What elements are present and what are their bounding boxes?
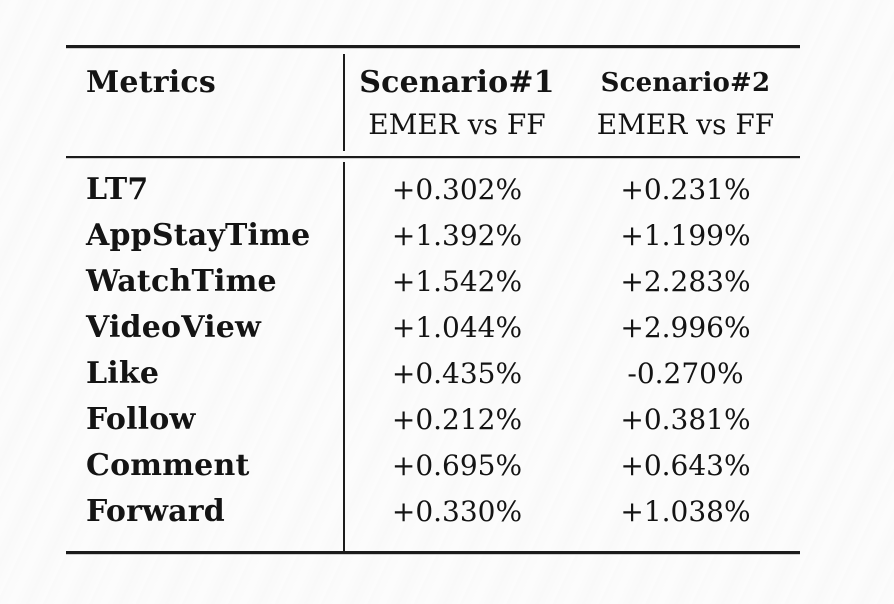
scenario1-title: Scenario#1 [359, 65, 555, 100]
scenario1-value: +1.542% [391, 264, 523, 298]
scenario2-value: +0.643% [620, 448, 751, 482]
table-row: LT7 +0.302% +0.231% [66, 166, 800, 212]
metric-label: Forward [86, 493, 225, 529]
table-row: Like +0.435% -0.270% [66, 350, 800, 396]
metric-label: VideoView [86, 309, 262, 345]
table-mid-rule [66, 156, 800, 158]
scenario1-value: +0.330% [391, 494, 523, 528]
table-body: LT7 +0.302% +0.231% AppStayTime +1.392% … [66, 158, 800, 534]
scenario1-value: +0.302% [391, 172, 523, 206]
scenario1-value: +0.435% [391, 356, 523, 390]
scenario2-value: +1.038% [620, 494, 751, 528]
metrics-header-label: Metrics [86, 65, 216, 100]
scenario2-value: +1.199% [620, 218, 751, 252]
metric-label: Follow [86, 401, 196, 437]
scenario1-value: +1.044% [391, 310, 523, 344]
table-top-rule [66, 45, 800, 48]
metric-label: Comment [86, 447, 250, 483]
table-row: AppStayTime +1.392% +1.199% [66, 212, 800, 258]
results-table: Metrics Scenario#1 EMER vs FF Scenario#2… [66, 45, 800, 554]
table-row: WatchTime +1.542% +2.283% [66, 258, 800, 304]
header-metrics-cell: Metrics [66, 61, 343, 156]
header-scenario1-cell: Scenario#1 EMER vs FF [343, 61, 571, 156]
table-row: VideoView +1.044% +2.996% [66, 304, 800, 350]
table-header: Metrics Scenario#1 EMER vs FF Scenario#2… [66, 48, 800, 156]
scenario1-value: +0.695% [391, 448, 523, 482]
header-column-divider [343, 54, 345, 151]
scenario2-value: +0.381% [620, 402, 751, 436]
table-bottom-rule [66, 551, 800, 554]
scenario2-value: -0.270% [627, 356, 744, 390]
scenario1-value: +0.212% [391, 402, 523, 436]
body-column-divider [343, 162, 345, 551]
scenario1-subtitle: EMER vs FF [368, 108, 546, 141]
scenario2-subtitle: EMER vs FF [596, 108, 775, 141]
metric-label: LT7 [86, 171, 149, 207]
table-row: Comment +0.695% +0.643% [66, 442, 800, 488]
metric-label: AppStayTime [86, 217, 311, 253]
scenario2-value: +2.283% [620, 264, 751, 298]
header-scenario2-cell: Scenario#2 EMER vs FF [571, 61, 800, 156]
scenario1-value: +1.392% [391, 218, 523, 252]
table-row: Follow +0.212% +0.381% [66, 396, 800, 442]
scenario2-value: +2.996% [620, 310, 751, 344]
scenario2-title: Scenario#2 [600, 68, 771, 98]
scenario2-value: +0.231% [620, 172, 751, 206]
table-row: Forward +0.330% +1.038% [66, 488, 800, 534]
metric-label: WatchTime [86, 263, 277, 299]
metric-label: Like [86, 355, 160, 391]
